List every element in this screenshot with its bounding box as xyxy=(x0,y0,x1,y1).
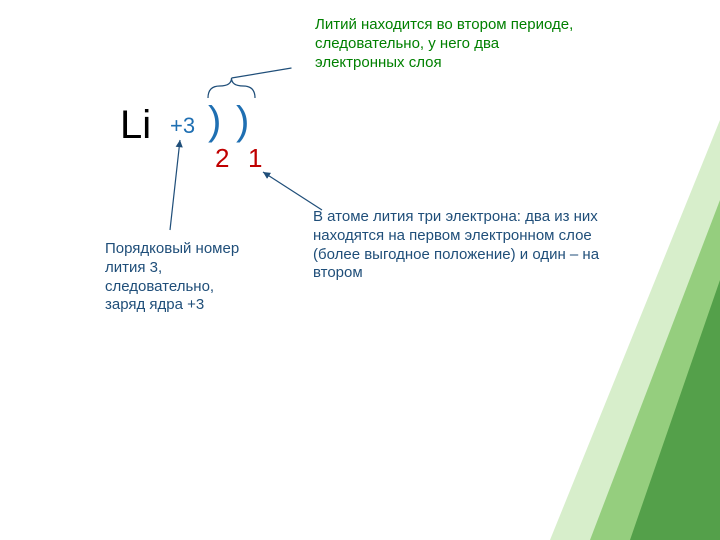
shell-paren-1: ) xyxy=(208,96,221,146)
shell-paren-2: ) xyxy=(236,96,249,146)
note-bottom-left: Порядковый номер лития 3, следовательно,… xyxy=(105,240,255,315)
arrow-to-counts xyxy=(263,172,322,210)
note-right: В атоме лития три электрона: два из них … xyxy=(313,208,633,283)
arrow-to-charge xyxy=(170,140,180,230)
brace-stem xyxy=(232,68,292,78)
shell-count-2: 1 xyxy=(248,142,262,175)
nucleus-charge: +3 xyxy=(170,112,195,140)
shell-count-1: 2 xyxy=(215,142,229,175)
element-symbol: Li xyxy=(120,100,151,150)
note-top: Литий находится во втором периоде, следо… xyxy=(315,16,575,72)
brace-over-shells xyxy=(208,78,255,98)
deco-tri-1 xyxy=(550,120,720,540)
deco-tri-3 xyxy=(630,280,720,540)
